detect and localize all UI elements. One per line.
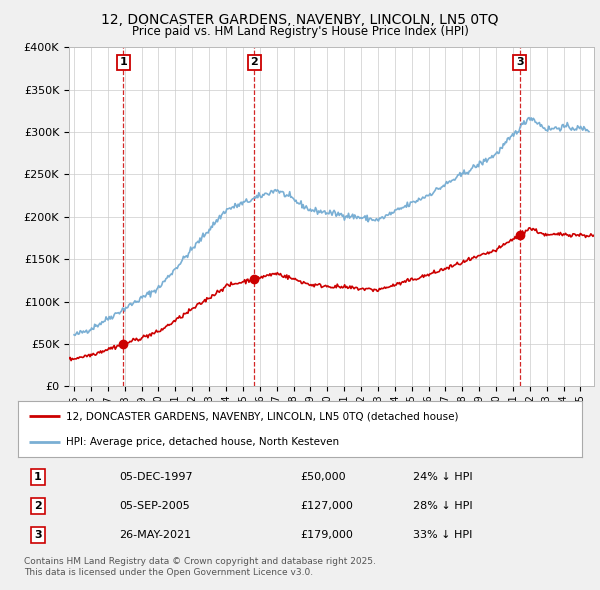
Text: 26-MAY-2021: 26-MAY-2021 <box>119 530 191 540</box>
Text: 28% ↓ HPI: 28% ↓ HPI <box>413 501 472 511</box>
Text: £127,000: £127,000 <box>300 501 353 511</box>
Text: 1: 1 <box>119 57 127 67</box>
Text: Price paid vs. HM Land Registry's House Price Index (HPI): Price paid vs. HM Land Registry's House … <box>131 25 469 38</box>
Text: HPI: Average price, detached house, North Kesteven: HPI: Average price, detached house, Nort… <box>66 437 339 447</box>
Text: 1: 1 <box>34 471 41 481</box>
Text: 3: 3 <box>516 57 524 67</box>
Text: 3: 3 <box>34 530 41 540</box>
Text: Contains HM Land Registry data © Crown copyright and database right 2025.
This d: Contains HM Land Registry data © Crown c… <box>23 558 376 577</box>
Text: 2: 2 <box>250 57 258 67</box>
Text: 12, DONCASTER GARDENS, NAVENBY, LINCOLN, LN5 0TQ (detached house): 12, DONCASTER GARDENS, NAVENBY, LINCOLN,… <box>66 411 458 421</box>
Text: 2: 2 <box>34 501 41 511</box>
Text: 05-SEP-2005: 05-SEP-2005 <box>119 501 190 511</box>
Text: £50,000: £50,000 <box>300 471 346 481</box>
Text: 05-DEC-1997: 05-DEC-1997 <box>119 471 193 481</box>
Text: 24% ↓ HPI: 24% ↓ HPI <box>413 471 472 481</box>
Text: 33% ↓ HPI: 33% ↓ HPI <box>413 530 472 540</box>
Text: £179,000: £179,000 <box>300 530 353 540</box>
Text: 12, DONCASTER GARDENS, NAVENBY, LINCOLN, LN5 0TQ: 12, DONCASTER GARDENS, NAVENBY, LINCOLN,… <box>101 13 499 27</box>
